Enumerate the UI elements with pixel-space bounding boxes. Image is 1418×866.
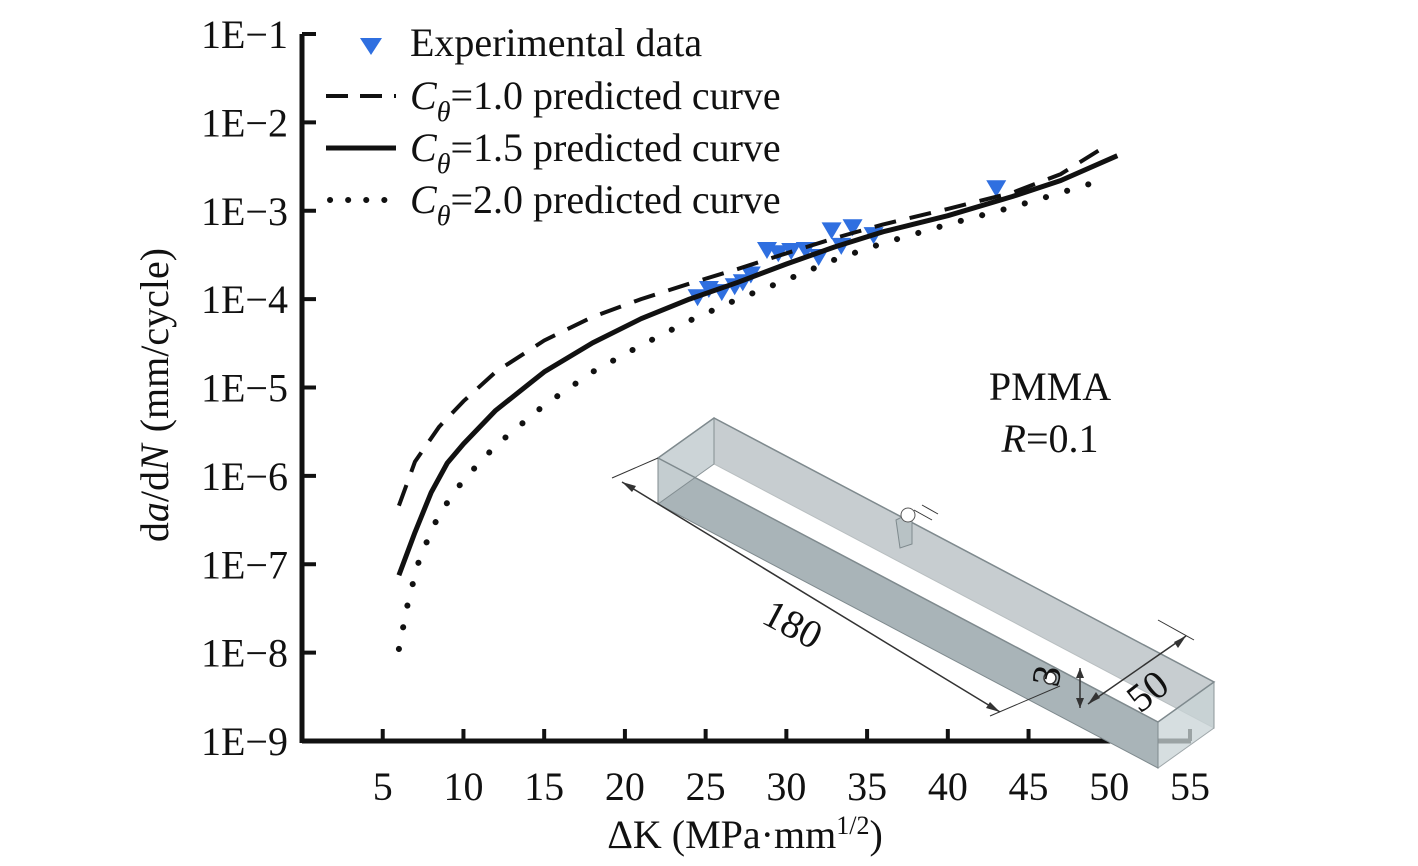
y-tick-label: 1E−5 xyxy=(201,366,288,411)
y-tick-label: 1E−6 xyxy=(201,454,288,499)
x-tick-label: 35 xyxy=(847,764,887,809)
x-tick-label: 15 xyxy=(524,764,564,809)
legend-symbol-experimental xyxy=(360,38,382,55)
stress-ratio-symbol: R xyxy=(1001,416,1026,461)
x-tick-label: 50 xyxy=(1089,764,1129,809)
legend-rest-1: =1.0 predicted curve xyxy=(450,73,780,118)
y-tick-label: 1E−8 xyxy=(201,631,288,676)
specimen-diagram: 180 50 3 xyxy=(611,417,1216,769)
legend-label-c10: Cθ=1.0 predicted curve xyxy=(410,73,781,128)
y-tick-label: 1E−4 xyxy=(201,277,288,322)
axis-ticks: 5 10 15 20 25 30 35 40 45 50 55 1E−9 1E−8 1E−7 1E−6 1E−… xyxy=(201,12,1210,809)
y-tick-label: 1E−9 xyxy=(201,719,288,764)
y-axis-label-d1: d xyxy=(132,522,177,542)
series-group xyxy=(395,147,1119,652)
width-dimension xyxy=(1087,619,1195,705)
y-axis-label-d2: /d xyxy=(132,471,177,502)
data-point xyxy=(821,222,842,240)
series-line-solid xyxy=(396,153,1119,577)
length-dimension-label: 180 xyxy=(756,590,830,658)
y-axis-label-a: a xyxy=(132,502,177,522)
legend-label-experimental: Experimental data xyxy=(410,20,702,65)
x-tick-label: 40 xyxy=(928,764,968,809)
legend: Experimental data Cθ=1.0 predicted curve… xyxy=(326,20,781,232)
legend-theta-3: θ xyxy=(437,201,451,232)
legend-c-symbol-3: C xyxy=(410,177,438,222)
y-axis-label-n: N xyxy=(132,442,177,472)
y-axis-label-units: (mm/cycle) xyxy=(132,248,177,432)
x-tick-label: 25 xyxy=(686,764,726,809)
length-dimension xyxy=(611,457,1061,717)
x-axis-label: ΔK (MPa·mm1/2) xyxy=(607,811,883,857)
series-line-dotted xyxy=(395,177,1105,652)
data-point xyxy=(842,219,863,237)
series-line-dashed xyxy=(397,147,1103,507)
x-axis-label-sup: 1/2 xyxy=(836,811,869,840)
y-axis-label: da/dN (mm/cycle) xyxy=(132,248,177,542)
legend-label-c15: Cθ=1.5 predicted curve xyxy=(410,125,781,180)
x-tick-label: 55 xyxy=(1170,764,1210,809)
data-point xyxy=(986,180,1007,198)
stress-ratio-value: =0.1 xyxy=(1026,416,1099,461)
material-label: PMMA xyxy=(989,364,1111,409)
x-tick-label: 30 xyxy=(766,764,806,809)
legend-theta-2: θ xyxy=(437,149,451,180)
legend-c-symbol-2: C xyxy=(410,125,438,170)
thickness-dimension xyxy=(1043,668,1084,708)
legend-rest-2: =1.5 predicted curve xyxy=(450,125,780,170)
x-axis-label-main: ΔK (MPa·mm xyxy=(607,812,836,857)
legend-rest-3: =2.0 predicted curve xyxy=(450,177,780,222)
x-tick-label: 10 xyxy=(443,764,483,809)
data-point xyxy=(768,245,789,263)
x-tick-label: 45 xyxy=(1009,764,1049,809)
legend-label-c20: Cθ=2.0 predicted curve xyxy=(410,177,781,232)
x-tick-label: 20 xyxy=(605,764,645,809)
y-tick-label: 1E−7 xyxy=(201,542,288,587)
specimen-edges xyxy=(657,417,1216,723)
y-tick-label: 1E−2 xyxy=(201,100,288,145)
y-tick-label: 1E−3 xyxy=(201,189,288,234)
y-tick-label: 1E−1 xyxy=(201,12,288,57)
legend-theta-1: θ xyxy=(437,97,451,128)
notch-marker xyxy=(895,504,939,549)
x-tick-label: 5 xyxy=(373,764,393,809)
x-axis-label-end: ) xyxy=(869,812,882,857)
stress-ratio-label: R=0.1 xyxy=(1001,416,1099,461)
legend-c-symbol-1: C xyxy=(410,73,438,118)
